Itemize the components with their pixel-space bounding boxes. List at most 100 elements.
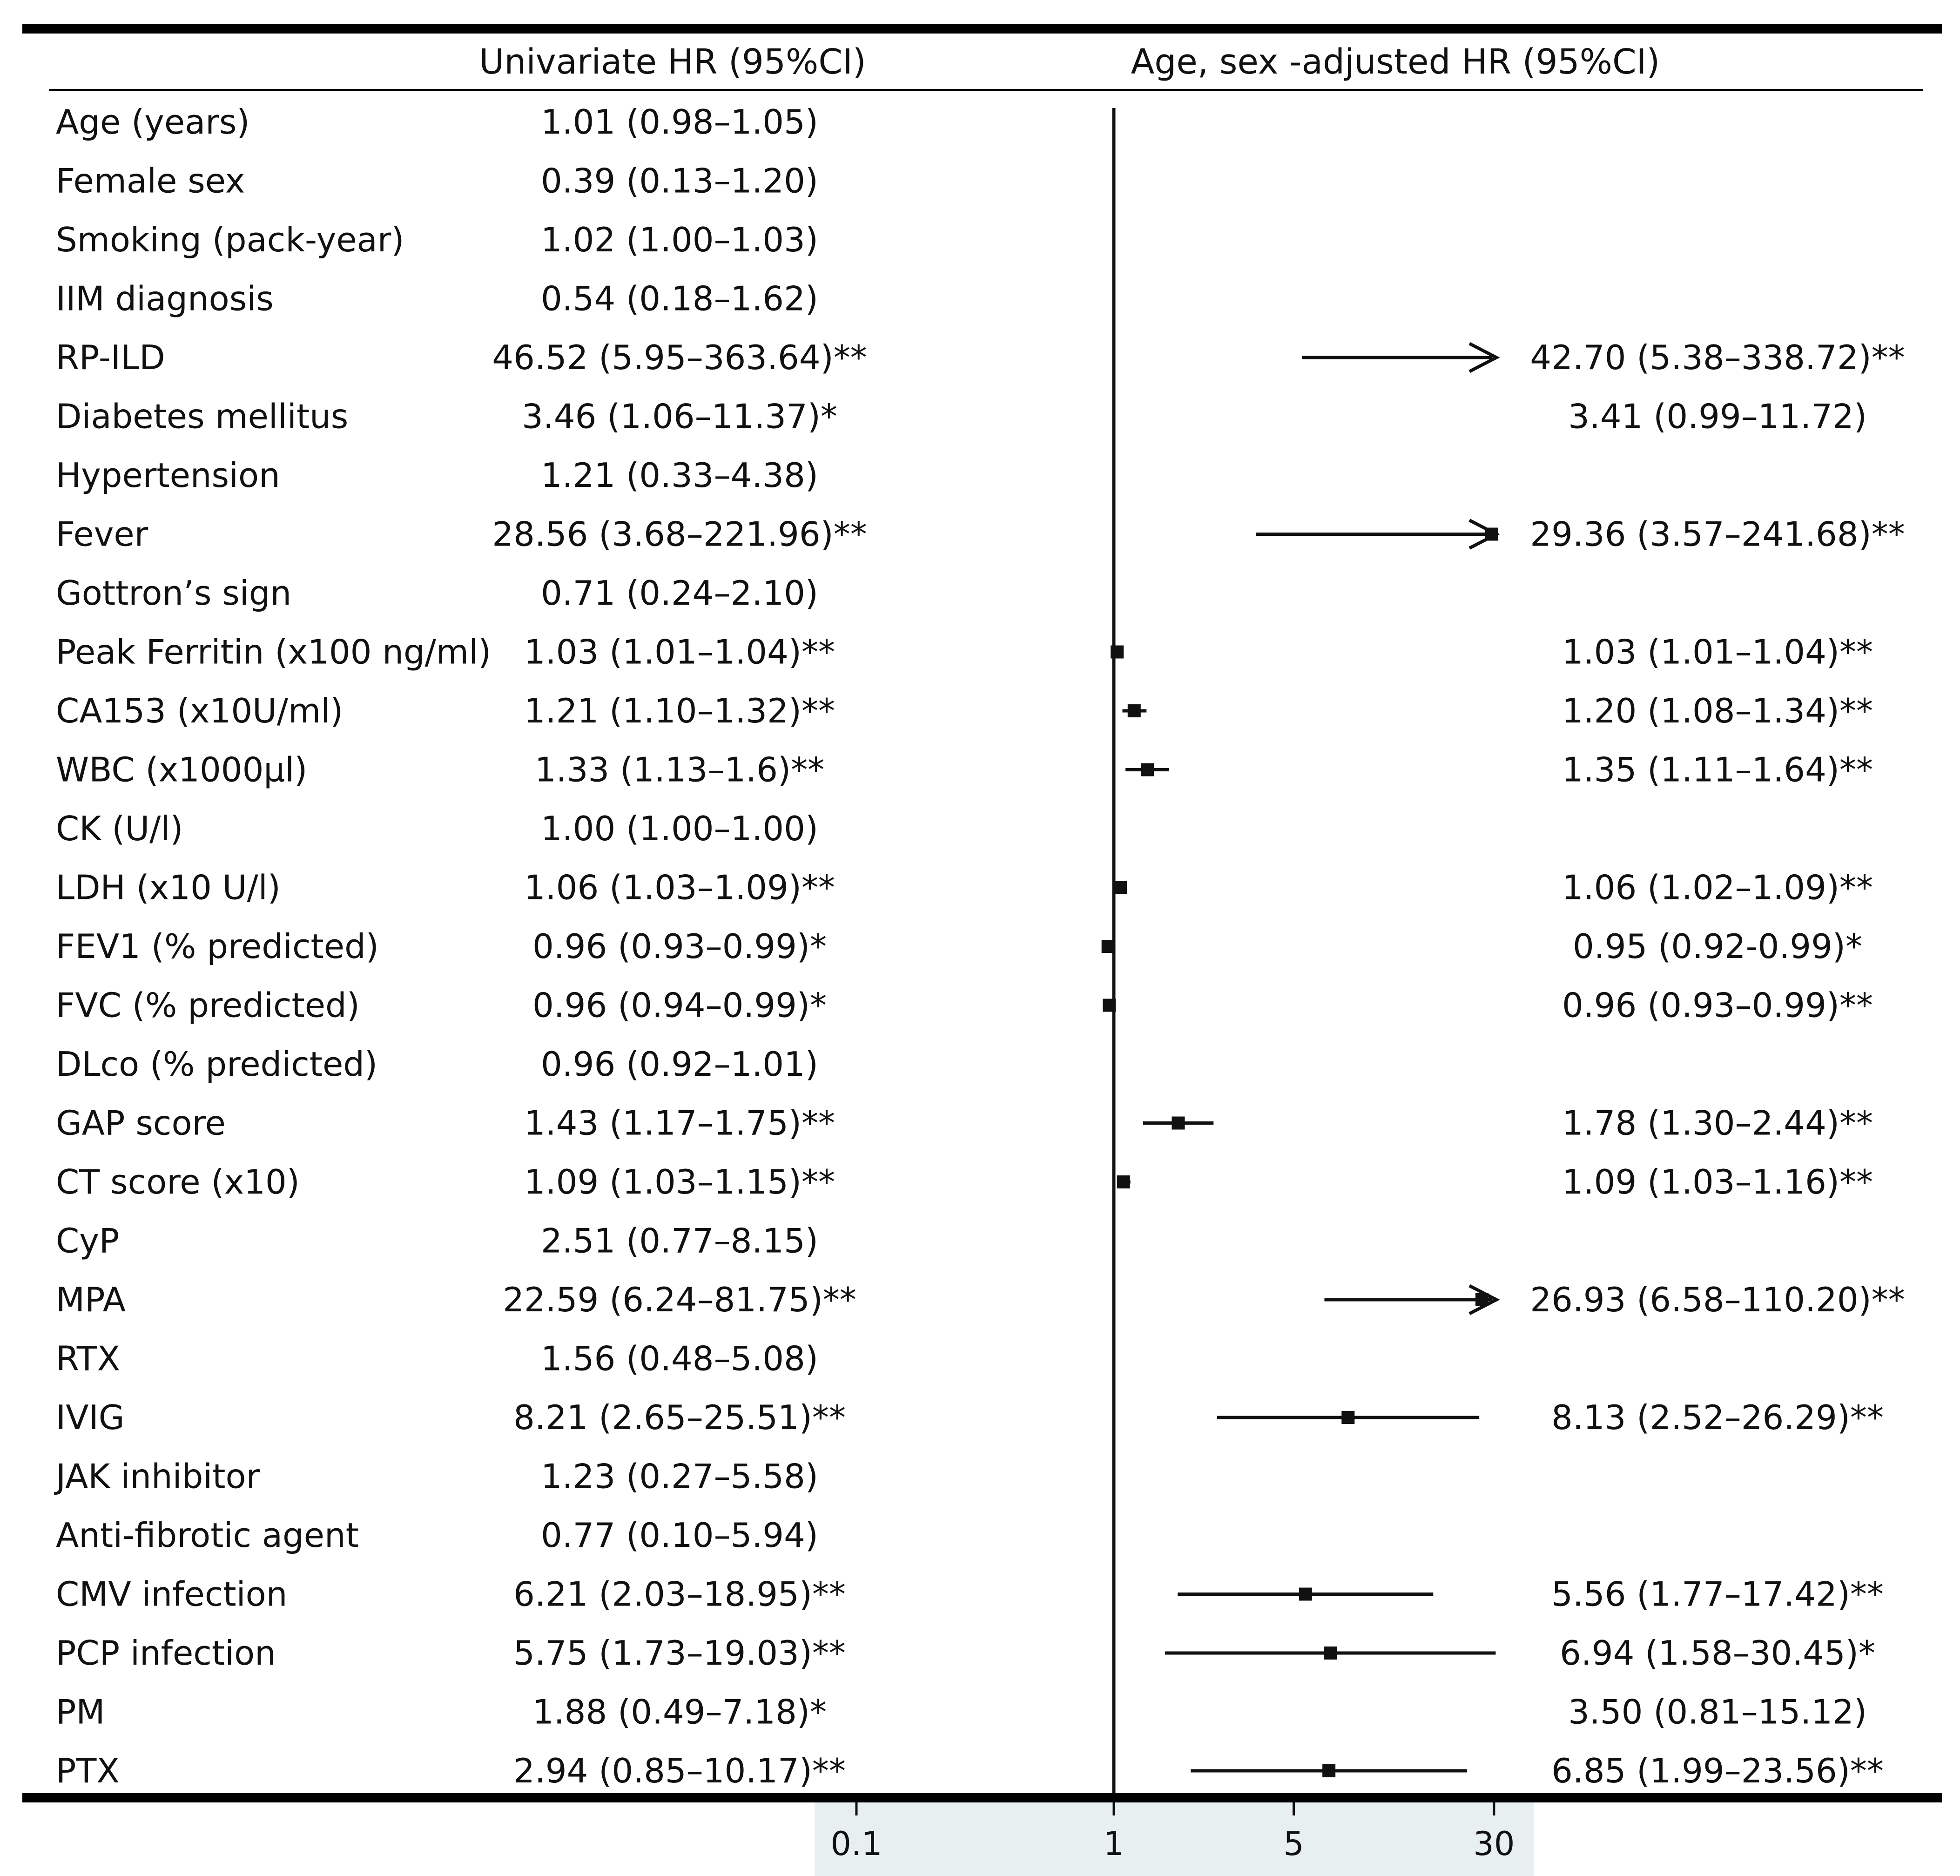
- adjusted-hr: 1.03 (1.01–1.04)**: [1562, 633, 1873, 672]
- row-label: Female sex: [56, 162, 245, 201]
- adjusted-hr: 0.95 (0.92-0.99)*: [1573, 927, 1862, 966]
- univariate-hr: 0.71 (0.24–2.10): [541, 574, 818, 613]
- point-estimate: [1341, 1411, 1355, 1424]
- univariate-hr: 28.56 (3.68–221.96)**: [492, 515, 867, 554]
- row-label: LDH (x10 U/l): [56, 868, 281, 907]
- univariate-hr: 1.33 (1.13–1.6)**: [535, 750, 824, 790]
- univariate-hr: 1.09 (1.03–1.15)**: [524, 1162, 835, 1201]
- univariate-hr: 1.02 (1.00–1.03): [541, 220, 818, 259]
- univariate-hr: 1.43 (1.17–1.75)**: [524, 1104, 835, 1143]
- x-axis: 0.1 1 5 30: [830, 1802, 1515, 1863]
- row-label: CMV infection: [56, 1575, 287, 1614]
- adjusted-hr: 26.93 (6.58–110.20)**: [1530, 1280, 1905, 1319]
- adjusted-hr: 1.35 (1.11–1.64)**: [1562, 750, 1873, 790]
- univariate-hr: 1.88 (0.49–7.18)*: [532, 1693, 827, 1732]
- adjusted-hr: 8.13 (2.52–26.29)**: [1551, 1398, 1884, 1437]
- adjusted-hr: 3.41 (0.99–11.72): [1568, 397, 1867, 436]
- row-label: CyP: [56, 1221, 119, 1261]
- row-label: FEV1 (% predicted): [56, 927, 379, 966]
- adjusted-column-header: Age, sex -adjusted HR (95%CI): [1131, 42, 1660, 82]
- point-estimate: [1485, 527, 1498, 541]
- row-label: PM: [56, 1693, 105, 1732]
- point-estimate: [1324, 1647, 1337, 1660]
- adjusted-hr: 6.94 (1.58–30.45)*: [1560, 1633, 1875, 1673]
- adjusted-hr: 1.78 (1.30–2.44)**: [1562, 1104, 1873, 1143]
- univariate-hr: 5.75 (1.73–19.03)**: [513, 1633, 846, 1673]
- point-estimate: [1103, 999, 1116, 1012]
- univariate-hr: 1.06 (1.03–1.09)**: [524, 868, 835, 907]
- row-label: CT score (x10): [56, 1162, 300, 1201]
- row-label: Peak Ferritin (x100 ng/ml): [56, 633, 491, 672]
- adjusted-hr: 1.20 (1.08–1.34)**: [1562, 691, 1873, 730]
- row-label: Fever: [56, 515, 148, 554]
- univariate-hr: 3.46 (1.06–11.37)*: [522, 397, 837, 436]
- row-label: RTX: [56, 1339, 120, 1378]
- univariate-hr: 0.96 (0.94–0.99)*: [532, 986, 827, 1025]
- axis-tick-background: [815, 1802, 1534, 1876]
- univariate-hr: 6.21 (2.03–18.95)**: [513, 1575, 846, 1614]
- row-label: PCP infection: [56, 1633, 276, 1673]
- row-label: MPA: [56, 1280, 126, 1319]
- row-label: GAP score: [56, 1104, 226, 1143]
- univariate-hr: 0.54 (0.18–1.62): [541, 279, 818, 318]
- row-label: CK (U/l): [56, 809, 183, 848]
- univariate-hr: 1.21 (1.10–1.32)**: [524, 691, 835, 730]
- univariate-hr: 2.51 (0.77–8.15): [541, 1221, 818, 1261]
- x-tick-label: 0.1: [830, 1825, 882, 1863]
- point-estimate: [1117, 1175, 1130, 1188]
- adjusted-hr: 29.36 (3.57–241.68)**: [1530, 515, 1905, 554]
- univariate-hr: 0.39 (0.13–1.20): [541, 162, 818, 201]
- row-label: DLco (% predicted): [56, 1045, 377, 1084]
- point-estimate: [1475, 1293, 1489, 1306]
- point-estimate: [1101, 940, 1115, 953]
- row-label: IIM diagnosis: [56, 279, 274, 318]
- row-label: Hypertension: [56, 456, 280, 495]
- univariate-hr: 1.00 (1.00–1.00): [541, 809, 818, 848]
- row-label: IVIG: [56, 1398, 125, 1437]
- x-tick-label: 1: [1104, 1825, 1125, 1863]
- univariate-hr: 2.94 (0.85–10.17)**: [513, 1751, 846, 1790]
- point-estimate: [1111, 645, 1124, 659]
- univariate-hr: 1.56 (0.48–5.08): [541, 1339, 818, 1378]
- point-estimate: [1127, 704, 1141, 717]
- adjusted-hr: 0.96 (0.93–0.99)**: [1562, 986, 1873, 1025]
- univariate-column-header: Univariate HR (95%CI): [479, 42, 866, 82]
- univariate-hr: 0.96 (0.92–1.01): [541, 1045, 818, 1084]
- point-estimate: [1141, 763, 1154, 776]
- ci-arrow: [1468, 342, 1500, 373]
- point-estimate: [1299, 1587, 1313, 1601]
- univariate-hr: 1.03 (1.01–1.04)**: [524, 633, 835, 672]
- univariate-hr: 22.59 (6.24–81.75)**: [503, 1280, 856, 1319]
- row-label: Smoking (pack-year): [56, 220, 404, 259]
- x-tick-label: 5: [1283, 1825, 1304, 1863]
- row-label: Diabetes mellitus: [56, 397, 348, 436]
- adjusted-hr: 1.06 (1.02–1.09)**: [1562, 868, 1873, 907]
- adjusted-hr: 5.56 (1.77–17.42)**: [1551, 1575, 1884, 1614]
- row-label: Age (years): [56, 102, 249, 142]
- univariate-hr: 8.21 (2.65–25.51)**: [513, 1398, 846, 1437]
- univariate-hr: 1.01 (0.98–1.05): [541, 102, 818, 142]
- row-label: JAK inhibitor: [54, 1457, 260, 1496]
- row-label: Anti-fibrotic agent: [56, 1516, 359, 1555]
- point-estimate: [1113, 881, 1127, 894]
- univariate-hr: 0.77 (0.10–5.94): [541, 1516, 818, 1555]
- univariate-hr: 46.52 (5.95–363.64)**: [492, 338, 867, 377]
- row-label: Gottron’s sign: [56, 574, 291, 613]
- ci-arrow: [1468, 1284, 1500, 1316]
- row-label: PTX: [56, 1751, 120, 1790]
- adjusted-hr: 3.50 (0.81–15.12): [1568, 1693, 1867, 1732]
- adjusted-hr: 1.09 (1.03–1.16)**: [1562, 1162, 1873, 1201]
- row-label: WBC (x1000μl): [56, 750, 307, 790]
- adjusted-hr: 42.70 (5.38–338.72)**: [1530, 338, 1905, 377]
- row-label: FVC (% predicted): [56, 986, 360, 1025]
- row-label: RP-ILD: [56, 338, 165, 377]
- univariate-hr: 1.21 (0.33–4.38): [541, 456, 818, 495]
- point-estimate: [1322, 1764, 1336, 1777]
- univariate-hr: 0.96 (0.93–0.99)*: [532, 927, 827, 966]
- x-tick-label: 30: [1473, 1825, 1515, 1863]
- forest-marks: [1101, 342, 1500, 1777]
- adjusted-hr: 6.85 (1.99–23.56)**: [1551, 1751, 1884, 1790]
- table-rows: Age (years) 1.01 (0.98–1.05) Female sex 0.3…: [54, 102, 1905, 1790]
- univariate-hr: 1.23 (0.27–5.58): [541, 1457, 818, 1496]
